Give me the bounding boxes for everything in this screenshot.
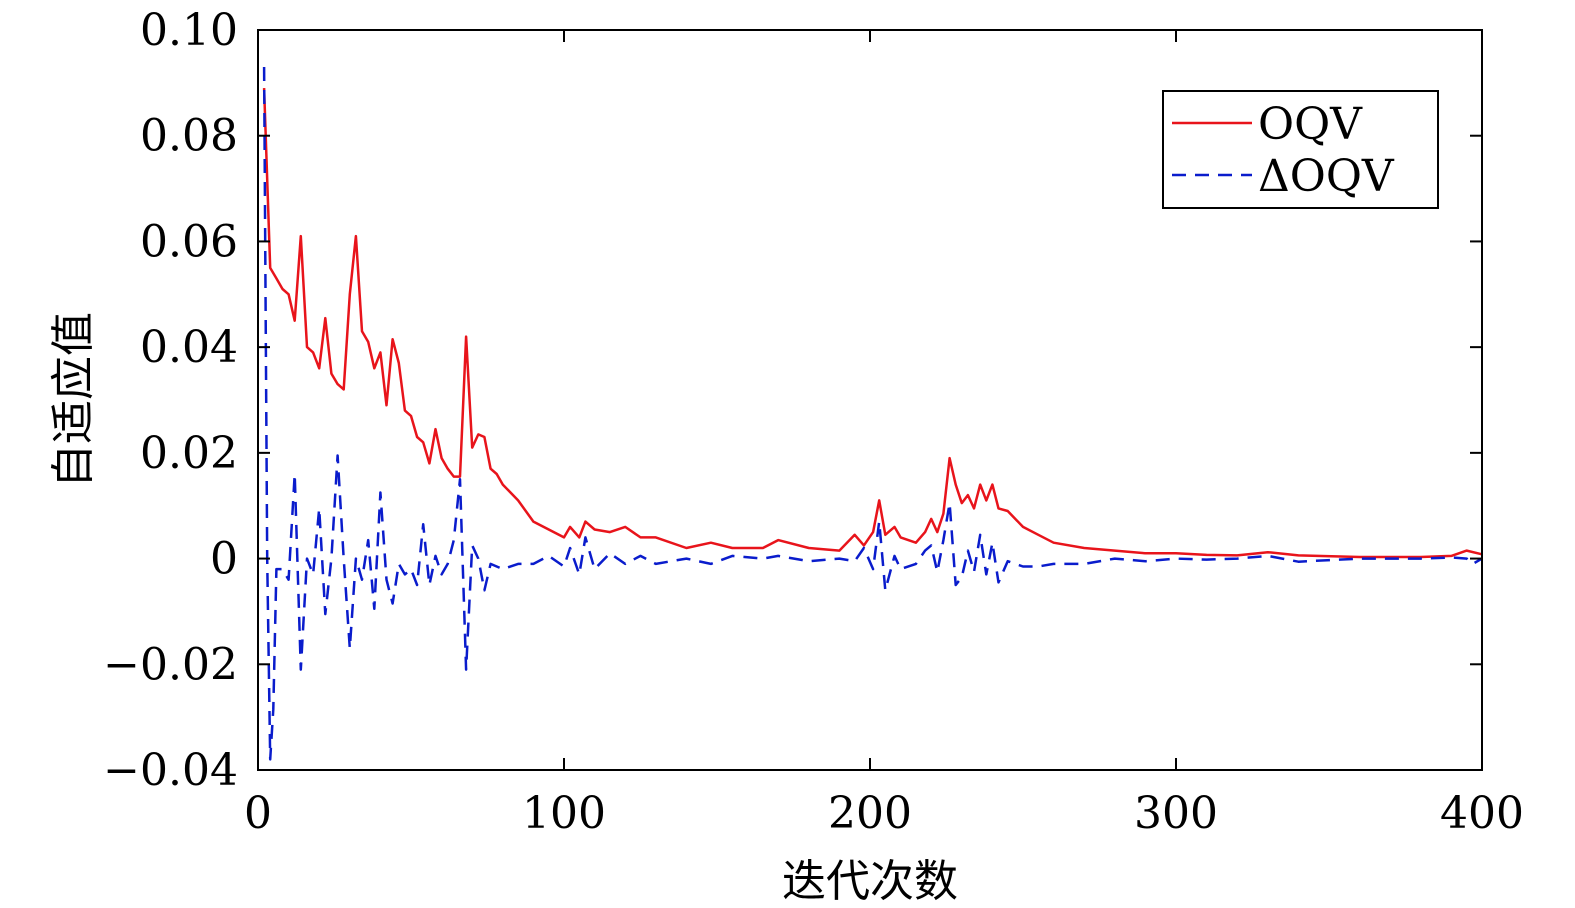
legend-label-oqv: OQV (1258, 99, 1363, 150)
y-axis-title: 自适应值 (48, 312, 99, 488)
ticks-layer (257, 29, 1483, 771)
y-tick-label: 0.06 (140, 216, 238, 267)
y-tick-label: 0 (210, 534, 238, 585)
legend-box (1162, 90, 1439, 209)
y-tick-label: −0.04 (103, 745, 238, 796)
legend-label-delta-oqv: ΔOQV (1258, 151, 1395, 202)
series-line-oqv (262, 88, 1483, 559)
x-tick-label: 100 (522, 788, 606, 839)
legend: OQV ΔOQV (1162, 90, 1439, 209)
y-tick-label: 0.10 (140, 5, 238, 56)
y-tick-label: 0.08 (140, 111, 238, 162)
x-tick-label: 400 (1440, 788, 1524, 839)
x-tick-label: 200 (828, 788, 912, 839)
y-tick-label: 0.04 (140, 322, 238, 373)
y-tick-label: −0.02 (103, 639, 238, 690)
y-tick-label: 0.02 (140, 428, 238, 479)
x-tick-label: 0 (244, 788, 272, 839)
labels-layer: 0 100 200 300 400 −0.04 −0.02 0 0.02 0.04 0.06 0.08… (103, 5, 1524, 839)
x-axis-title: 迭代次数 (782, 856, 958, 907)
series-layer (262, 66, 1483, 761)
x-tick-label: 300 (1134, 788, 1218, 839)
